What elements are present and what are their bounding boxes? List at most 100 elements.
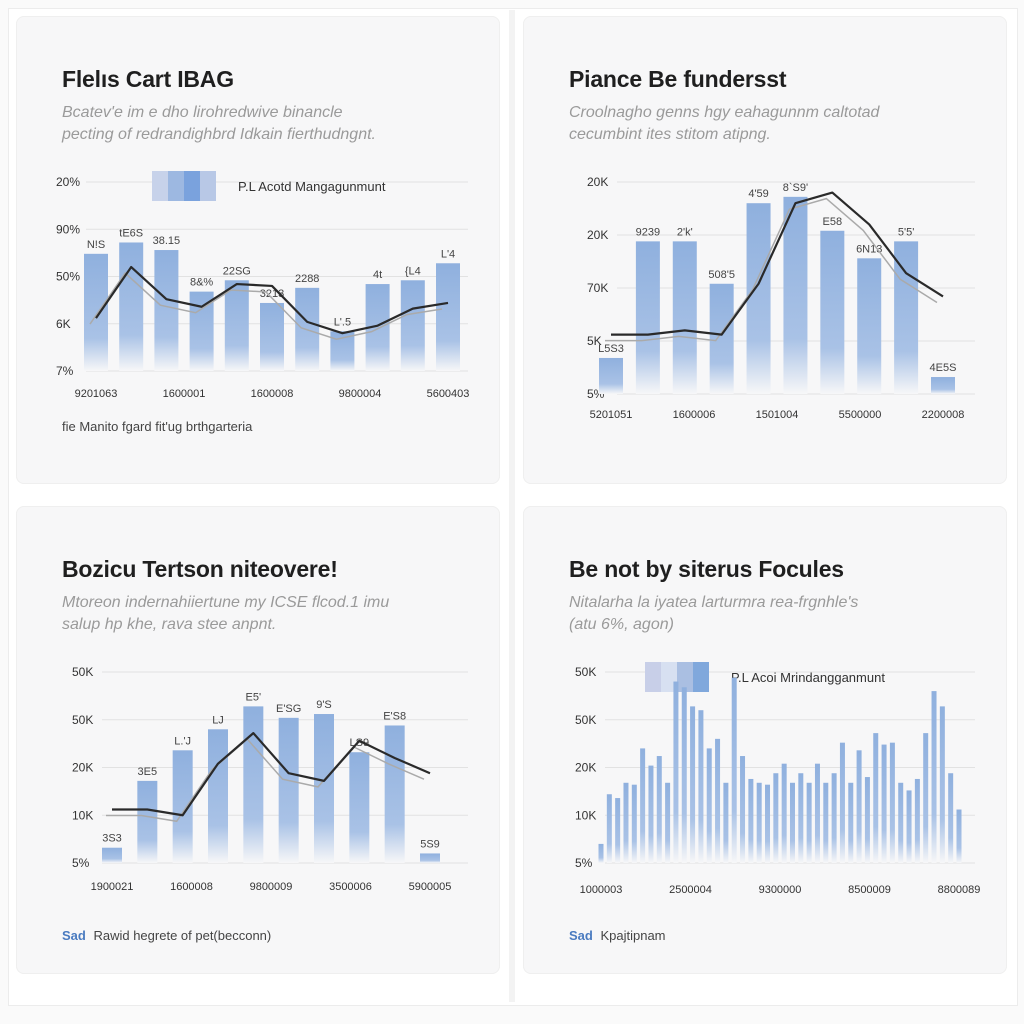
bar (615, 798, 621, 863)
chart-plot: 50K 50K 20K 10K 5% P.L Acoi Mrindangganmunt 10… (575, 662, 981, 896)
x-tick-label: 9800004 (339, 388, 382, 400)
y-tick-label: 6K (56, 317, 71, 331)
bar (806, 782, 812, 863)
bar (931, 377, 955, 394)
bar (939, 706, 945, 863)
x-tick-label: 5201051 (590, 409, 633, 421)
bar (623, 782, 629, 863)
bar (715, 738, 721, 863)
chart-footnote: Sad Kpajtipnam (569, 928, 666, 943)
bar (823, 782, 829, 863)
bar (102, 847, 122, 863)
bar (690, 706, 696, 863)
x-tick-label: 1600001 (163, 388, 206, 400)
legend-swatch (645, 662, 661, 692)
bar-value-label: tE6S (119, 227, 143, 239)
bar (349, 752, 370, 863)
bar (648, 765, 654, 863)
bar (436, 263, 460, 371)
bar (931, 691, 937, 863)
y-tick-label: 7% (56, 364, 74, 378)
bar (873, 733, 879, 863)
bar-value-label: 9239 (636, 226, 660, 238)
chart-title: Flelıs Cart IBAG (62, 66, 234, 92)
bar (956, 809, 962, 863)
bar (314, 714, 334, 863)
x-tick-label: 2500004 (669, 884, 712, 896)
subtitle-line-1: Croolnagho genns hgy eahagunnm caltotad (569, 104, 880, 121)
chart-panel-1: Flelıs Cart IBAG Bcatev'e im e dho liroh… (16, 16, 500, 484)
bar (906, 790, 912, 863)
bar-value-label: L'.5 (334, 316, 351, 328)
footnote-text: Kpajtipnam (600, 928, 666, 943)
chart-footnote: fie Manito fgard fit'ug brthgarteria (62, 419, 252, 434)
bar (400, 280, 425, 371)
y-tick-label: 20K (72, 761, 93, 775)
x-tick-label: 3500006 (329, 881, 372, 893)
chart-title: Bozicu Tertson niteovere! (62, 556, 338, 582)
bar-value-label: 4'59 (748, 188, 768, 200)
x-tick-label: 8800089 (938, 884, 981, 896)
subtitle-line-2: pecting of redrandighbrd Idkain fierthud… (62, 126, 376, 143)
legend-label: P.L Acoi Mrindangganmunt (731, 670, 885, 685)
bar (208, 729, 228, 863)
x-tick-label: 8500009 (848, 884, 891, 896)
subtitle-line-2: salup hp khe, rava stee anpnt. (62, 616, 277, 633)
chart-subtitle: Croolnagho genns hgy eahagunnm caltotad … (569, 102, 969, 146)
x-tick-label: 9800009 (250, 881, 293, 893)
legend-swatch (677, 662, 693, 692)
bar-value-label: 22SG (223, 265, 251, 277)
bar (606, 794, 612, 863)
y-tick-label: 50K (72, 713, 93, 727)
bar (914, 778, 920, 863)
bar-value-label: 2'k' (677, 226, 693, 238)
bar (783, 196, 808, 394)
subtitle-line-1: Nitalarha la iyatea larturmra rea-frgnhl… (569, 594, 859, 611)
bar-value-label: E5' (246, 691, 262, 703)
y-tick-label: 70K (587, 281, 608, 295)
bar-value-label: 3E5 (138, 766, 158, 778)
bar (384, 725, 405, 863)
y-tick-label: 50K (575, 665, 596, 679)
subtitle-line-2: cecumbint ites stitom atipng. (569, 126, 771, 143)
trend-line (611, 191, 944, 336)
bar (706, 748, 712, 863)
y-tick-label: 50% (56, 270, 80, 284)
chart-footnote: Sad Rawid hegrete of pet(becconn) (62, 928, 271, 943)
bar (856, 750, 862, 863)
chart-title: Piance Be fundersst (569, 66, 787, 92)
chart-panel-2: Piance Be fundersst Croolnagho genns hgy… (523, 16, 1007, 484)
chart-panel-4: Be not by siterus Focules Nitalarha la i… (523, 506, 1007, 974)
bar-value-label: L'4 (441, 248, 455, 260)
legend-swatch (200, 171, 216, 201)
chart-panel-3: Bozicu Tertson niteovere! Mtoreon indern… (16, 506, 500, 974)
bar-value-label: E'S8 (383, 710, 406, 722)
bar-value-label: E58 (823, 216, 843, 228)
bar (119, 242, 144, 371)
x-tick-label: 5500000 (839, 409, 882, 421)
y-tick-label: 20K (587, 175, 608, 189)
x-tick-label: 9201063 (75, 388, 118, 400)
footnote-text: fie Manito fgard fit'ug brthgarteria (62, 419, 253, 434)
x-tick-label: 1900021 (91, 881, 134, 893)
trend-line-shadow (605, 197, 938, 342)
bar (681, 687, 687, 863)
bar (756, 782, 762, 863)
bar (640, 748, 646, 863)
bar (665, 782, 671, 863)
bar (798, 773, 804, 863)
bar-value-label: L.'J (174, 735, 191, 747)
bar (848, 782, 854, 863)
bar (154, 250, 179, 371)
bar (923, 733, 929, 863)
bar (723, 782, 729, 863)
trend-line (112, 732, 431, 817)
trend-line-shadow (89, 271, 443, 340)
bar-value-label: 508'5 (708, 269, 735, 281)
legend-swatch (152, 171, 168, 201)
x-tick-label: 1000003 (580, 884, 623, 896)
subtitle-line-1: Bcatev'e im e dho lirohredwive binancle (62, 104, 343, 121)
y-tick-label: 10K (72, 808, 93, 822)
bar-value-label: 5S9 (420, 838, 440, 850)
y-tick-label: 5% (72, 856, 90, 870)
